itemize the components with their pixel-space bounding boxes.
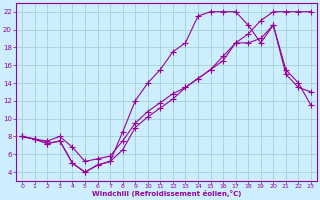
X-axis label: Windchill (Refroidissement éolien,°C): Windchill (Refroidissement éolien,°C) <box>92 190 241 197</box>
